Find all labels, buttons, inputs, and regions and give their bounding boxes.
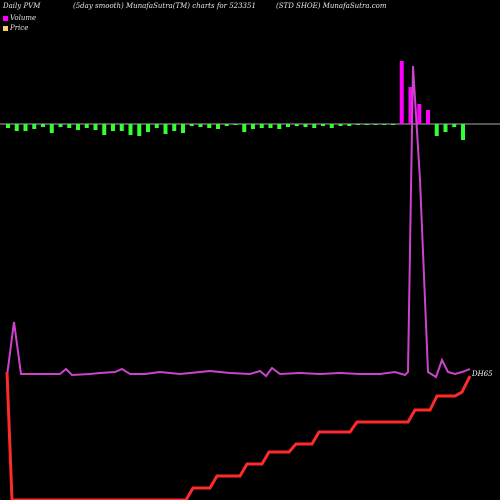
volume-bar [6, 124, 10, 128]
volume-bar [102, 124, 107, 135]
volume-bar [294, 124, 299, 126]
volume-bar [67, 124, 72, 128]
legend-price-swatch [3, 25, 8, 31]
volume-bar [14, 124, 19, 131]
volume-bar [146, 124, 150, 132]
volume-bar [224, 124, 229, 126]
volume-bar [207, 124, 212, 128]
volume-bar [163, 124, 168, 134]
volume-bar [198, 124, 203, 127]
volume-bar [452, 124, 457, 127]
volume-bar [251, 124, 255, 129]
volume-bar [137, 124, 142, 136]
volume-bar [259, 124, 264, 128]
volume-bar [277, 124, 282, 129]
volume-bar [268, 124, 273, 128]
volume-bar [154, 124, 159, 128]
volume-bar [93, 124, 98, 130]
volume-bar [356, 124, 360, 125]
chart-header-left: Daily PVM [3, 2, 41, 10]
volume-bar [41, 124, 45, 127]
volume-bar [338, 124, 343, 126]
price-last-label: DH65 [471, 370, 493, 378]
chart-header-center: (5day smooth) MunafaSutra(TM) charts for… [73, 2, 256, 10]
volume-bar [434, 124, 439, 136]
volume-bar [321, 124, 325, 126]
volume-bar [23, 124, 28, 131]
volume-bar [426, 110, 430, 124]
volume-bar [172, 124, 177, 131]
volume-bar [303, 124, 308, 127]
price-line [5, 371, 472, 500]
volume-bar [128, 124, 133, 135]
volume-bar [417, 104, 422, 124]
volume-bar [84, 124, 89, 128]
volume-bar [399, 61, 404, 124]
volume-bar [181, 124, 185, 133]
volume-bars [6, 61, 465, 140]
volume-bar [373, 124, 378, 125]
legend-volume-label: Volume [10, 14, 37, 22]
volume-bar [312, 124, 317, 128]
volume-bar [111, 124, 115, 131]
volume-bar [443, 124, 448, 132]
volume-bar [329, 124, 334, 128]
volume-bar [364, 124, 369, 125]
volume-bar [119, 124, 124, 131]
volume-bar [242, 124, 247, 132]
legend-price-label: Price [10, 24, 29, 32]
volume-bar [189, 124, 194, 126]
volume-bar [58, 124, 63, 127]
volume-bar [391, 124, 395, 125]
chart-header-right: (STD SHOE) MunafaSutra.com [276, 2, 387, 10]
volume-bar [32, 124, 37, 129]
legend-price: Price [3, 24, 28, 32]
volume-bar [76, 124, 80, 130]
legend-volume-swatch [3, 15, 8, 21]
volume-bar [382, 124, 387, 125]
volume-bar [461, 124, 465, 140]
volume-line [6, 65, 471, 379]
volume-bar [408, 87, 413, 124]
volume-bar [347, 124, 352, 126]
legend-volume: Volume [3, 14, 36, 22]
volume-bar [233, 124, 238, 125]
volume-bar [216, 124, 220, 129]
volume-bar [286, 124, 290, 127]
series-lines [5, 65, 472, 500]
volume-bar [49, 124, 54, 133]
